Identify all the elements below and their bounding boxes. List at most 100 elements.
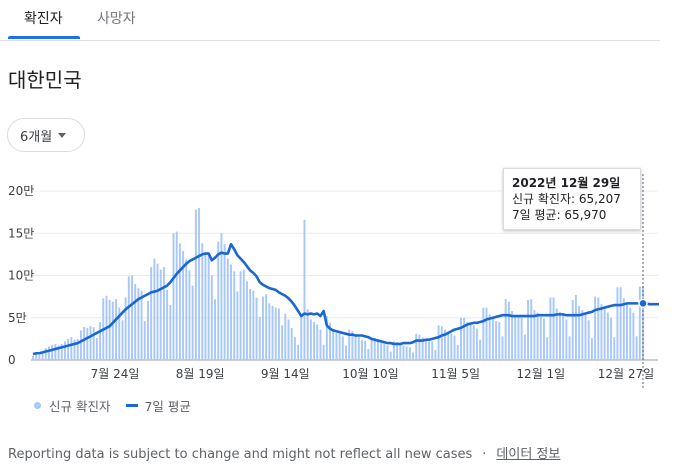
bar-new-cases — [150, 267, 153, 360]
bar-new-cases — [549, 297, 552, 360]
bar-new-cases — [182, 250, 185, 360]
bar-new-cases — [437, 325, 440, 360]
bar-new-cases — [600, 304, 603, 360]
bar-new-cases — [555, 308, 558, 360]
y-tick-label: 0 — [8, 353, 16, 367]
cases-chart: 7월 24일 8월 19일 9월 14일 10월 10일 11월 5일 12월 1일 12월… — [8, 174, 659, 390]
bar-new-cases — [246, 281, 248, 360]
bar-new-cases — [523, 334, 526, 360]
bar-new-cases — [322, 344, 325, 360]
bar-new-cases — [226, 258, 229, 360]
bar-new-cases — [297, 344, 300, 360]
tooltip-new-cases: 신규 확진자: 65,207 — [512, 192, 621, 206]
bar-new-cases — [383, 343, 386, 360]
x-tick-label: 7월 24일 — [91, 367, 140, 381]
bar-new-cases — [367, 349, 370, 360]
bar-new-cases — [188, 270, 191, 360]
bar-new-cases — [460, 317, 462, 360]
x-tick-label: 9월 14일 — [261, 367, 310, 381]
bar-new-cases — [380, 343, 383, 360]
bar-new-cases — [329, 322, 331, 360]
bar-new-cases — [73, 339, 76, 360]
bar-new-cases — [424, 339, 427, 360]
bar-new-cases — [92, 327, 95, 360]
range-dropdown[interactable]: 6개월 — [7, 118, 85, 152]
bar-new-cases — [562, 315, 565, 360]
active-tab-indicator — [8, 36, 80, 39]
bar-new-cases — [309, 319, 312, 360]
bar-new-cases — [638, 286, 641, 360]
bar-new-cases — [447, 332, 450, 360]
bar-new-cases — [198, 207, 201, 360]
tooltip-date: 2022년 12월 29일 — [512, 176, 621, 190]
bar-new-cases — [169, 305, 172, 360]
bar-new-cases — [265, 294, 268, 360]
data-info-link[interactable]: 데이터 정보 — [496, 447, 561, 462]
bar-new-cases — [472, 325, 475, 360]
bar-new-cases — [115, 299, 117, 360]
tab-deaths[interactable]: 사망자 — [97, 11, 136, 27]
bar-new-cases — [574, 294, 577, 360]
bar-new-cases — [230, 264, 232, 360]
bar-new-cases — [495, 321, 498, 360]
bar-new-cases — [552, 297, 555, 360]
bar-new-cases — [527, 300, 529, 360]
bar-new-cases — [581, 310, 584, 360]
bar-new-cases — [316, 324, 319, 360]
bar-new-cases — [444, 329, 446, 360]
bar-new-cases — [402, 345, 405, 360]
bar-new-cases — [511, 310, 514, 360]
bar-new-cases — [35, 354, 38, 360]
bar-new-cases — [539, 316, 542, 360]
bar-new-cases — [89, 326, 92, 360]
bar-new-cases — [214, 299, 216, 360]
bar-new-cases — [348, 329, 351, 360]
bar-new-cases — [274, 307, 277, 360]
bar-new-cases — [354, 334, 357, 360]
legend-bar-swatch — [34, 402, 41, 409]
bar-new-cases — [41, 352, 44, 360]
bar-new-cases — [479, 339, 482, 360]
tab-confirmed[interactable]: 확진자 — [24, 11, 63, 27]
x-tick-label: 12월 27일 — [598, 367, 654, 381]
bar-new-cases — [418, 334, 421, 360]
bar-new-cases — [281, 325, 284, 360]
bar-new-cases — [175, 231, 178, 360]
bar-new-cases — [249, 289, 252, 360]
disclaimer-text: Reporting data is subject to change and … — [8, 447, 473, 462]
x-tick-label: 11월 5일 — [431, 367, 480, 381]
bar-new-cases — [204, 251, 207, 360]
bar-new-cases — [236, 291, 239, 360]
bar-new-cases — [57, 345, 60, 360]
bar-new-cases — [392, 341, 395, 360]
bar-new-cases — [67, 338, 70, 361]
bar-new-cases — [431, 341, 434, 360]
bar-new-cases — [118, 307, 121, 360]
bar-new-cases — [223, 244, 226, 360]
y-tick-label: 5만 — [8, 311, 27, 325]
range-dropdown-label: 6개월 — [20, 129, 53, 145]
bar-new-cases — [370, 338, 373, 360]
bar-new-cases — [622, 298, 625, 360]
bar-new-cases — [504, 299, 507, 360]
bar-new-cases — [287, 319, 290, 360]
bar-new-cases — [421, 337, 424, 360]
bar-new-cases — [603, 309, 606, 360]
bar-new-cases — [501, 336, 504, 360]
bar-new-cases — [38, 354, 41, 360]
bar-new-cases — [606, 312, 609, 360]
bar-new-cases — [357, 337, 360, 360]
legend-bars-label: 신규 확진자 — [49, 399, 111, 414]
x-tick-label: 10월 10일 — [342, 367, 398, 381]
bar-new-cases — [99, 321, 102, 360]
bar-new-cases — [111, 301, 114, 360]
tab-bar: 확진자 사망자 — [0, 0, 660, 41]
bar-new-cases — [290, 327, 293, 360]
bar-new-cases — [191, 285, 194, 360]
bar-new-cases — [194, 209, 197, 360]
bar-new-cases — [140, 290, 143, 360]
bar-new-cases — [261, 296, 264, 361]
bar-new-cases — [210, 275, 213, 360]
hover-point-marker[interactable] — [638, 298, 648, 309]
bar-new-cases — [408, 347, 411, 360]
